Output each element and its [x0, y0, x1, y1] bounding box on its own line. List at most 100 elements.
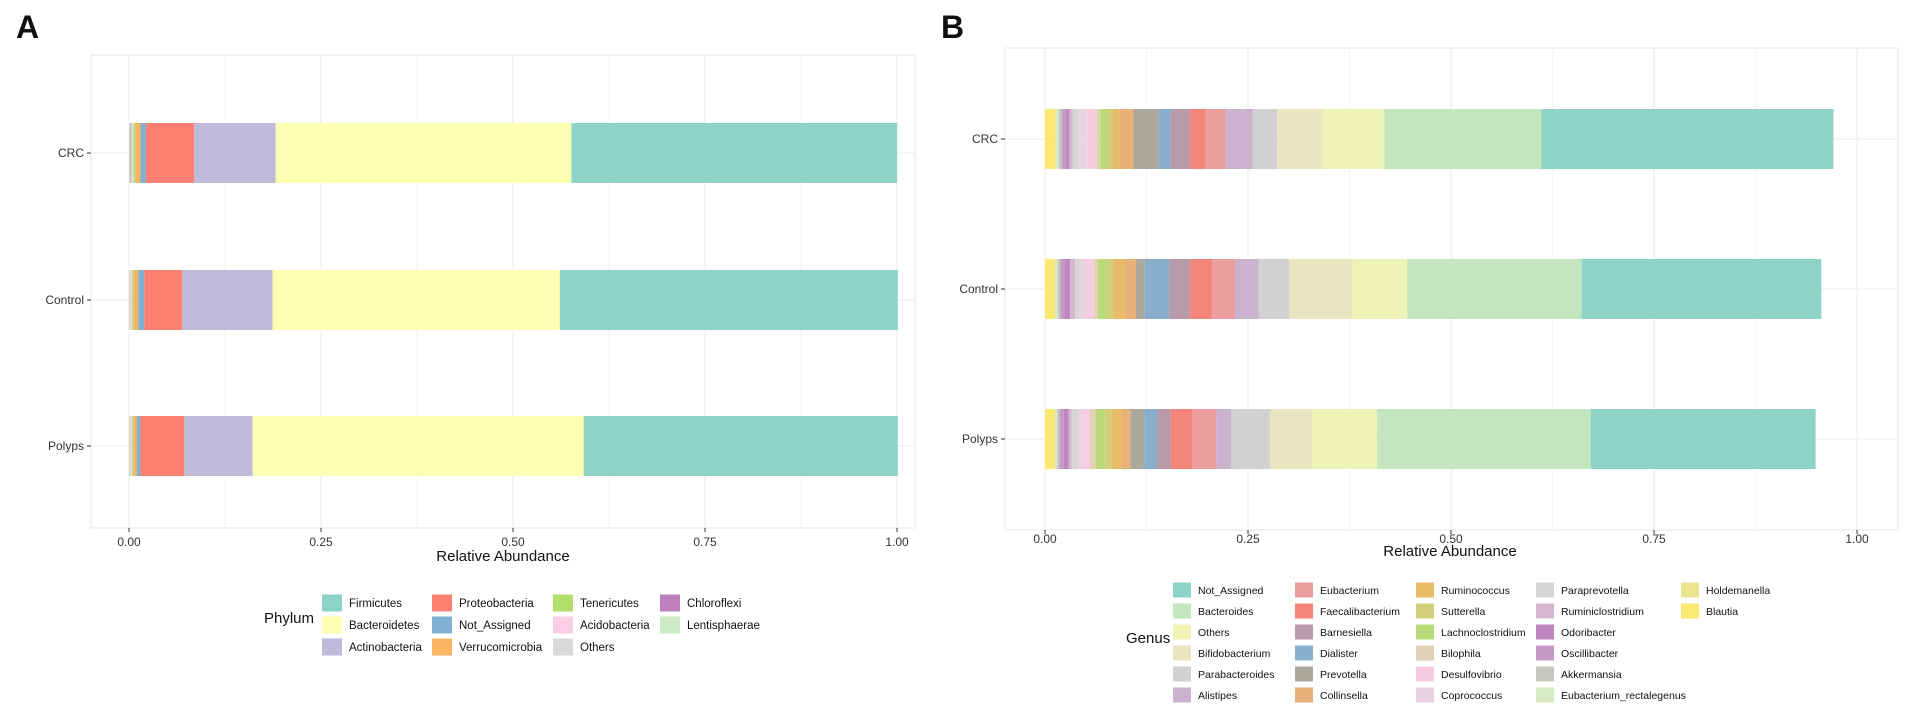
bar-segment-crc-ruminiclostridium [1069, 109, 1073, 169]
legend-swatch-tenericutes [553, 594, 573, 612]
bar-segment-crc-lentisphaerae [129, 123, 131, 183]
bar-segment-polyps-barnesiella [1157, 409, 1171, 469]
bar-segment-polyps-others [130, 416, 132, 476]
legend-swatch-lentisphaerae [660, 616, 680, 634]
bar-segment-control-bilophila [1093, 259, 1098, 319]
bar-segment-control-prevotella [1135, 259, 1145, 319]
bar-segment-crc-others [1321, 109, 1385, 169]
bar-segment-crc-bilophila [1096, 109, 1101, 169]
legend-label-sutterella: Sutterella [1441, 606, 1486, 618]
bar-segment-control-lentisphaerae [129, 270, 130, 330]
legend-label-actinobacteria: Actinobacteria [349, 642, 422, 654]
bar-segment-control-oscillibacter [1060, 259, 1065, 319]
legend-label-bacteroidetes: Bacteroidetes [349, 620, 420, 632]
bar-segment-polyps-actinobacteria [184, 416, 253, 476]
legend-label-faecalibacterium: Faecalibacterium [1320, 606, 1400, 618]
legend-swatch-holdemanella [1681, 582, 1699, 598]
panel-b-x-axis-title: Relative Abundance [1383, 543, 1516, 560]
bar-segment-crc-prevotella [1133, 109, 1159, 169]
bar-segment-crc-proteobacteria [145, 123, 195, 183]
legend-swatch-bilophila [1416, 645, 1434, 661]
legend-swatch-barnesiella [1295, 624, 1313, 640]
legend-swatch-dialister [1295, 645, 1313, 661]
panel-b-x-axis: 0.00 0.25 0.50 0.75 1.00 [1033, 530, 1869, 546]
legend-swatch-akkermansia [1536, 666, 1554, 682]
bar-segment-crc-parabacteroides [1252, 109, 1278, 169]
panel-b-legend-title: Genus [1126, 630, 1170, 647]
y-tick-label-crc: CRC [972, 132, 998, 146]
legend-label-eubacterium: Eubacterium [1320, 585, 1379, 597]
bar-segment-polyps-verrucomicrobia [133, 416, 137, 476]
bar-segment-control-faecalibacterium [1190, 259, 1213, 319]
bar-segment-control-lachnoclostridium [1097, 259, 1107, 319]
legend-swatch-eubacterium-rectalegenus [1536, 687, 1554, 703]
panel-letter-b: B [941, 9, 964, 45]
legend-label-paraprevotella: Paraprevotella [1561, 585, 1629, 597]
legend-swatch-chloroflexi [660, 594, 680, 612]
legend-swatch-ruminiclostridium [1536, 603, 1554, 619]
legend-swatch-bifidobacterium [1173, 645, 1191, 661]
bar-segment-polyps-parabacteroides [1230, 409, 1270, 469]
legend-swatch-desulfovibrio [1416, 666, 1434, 682]
bar-segment-control-eubacterium-rectalegenus [1055, 259, 1058, 319]
panel-b-bars [1045, 109, 1834, 469]
legend-label-oscillibacter: Oscillibacter [1561, 648, 1619, 660]
bar-segment-polyps-ruminococcus [1111, 409, 1122, 469]
bar-segment-control-not-assigned [138, 270, 145, 330]
legend-label-lachnoclostridium: Lachnoclostridium [1441, 627, 1526, 639]
panel-a-legend: Phylum Firmicutes Bacteroidetes Actinobact… [264, 594, 760, 656]
panel-a-y-axis: CRC Control Polyps [45, 146, 91, 453]
panel-b-plot-area: CRC Control Polyps 0.00 0.25 0.50 0.75 1.00 Re… [959, 47, 1899, 560]
bar-segment-control-blautia [1045, 259, 1054, 319]
legend-swatch-collinsella [1295, 687, 1313, 703]
legend-swatch-bacteroides [1173, 603, 1191, 619]
bar-segment-polyps-oscillibacter [1059, 409, 1064, 469]
bar-segment-crc-alistipes [1226, 109, 1253, 169]
legend-swatch-bacteroidetes [322, 616, 342, 634]
bar-segment-crc-dialister [1158, 109, 1171, 169]
x-tick-label: 0.00 [117, 535, 141, 549]
bar-segment-polyps-acidobacteria [131, 416, 133, 476]
legend-label-akkermansia: Akkermansia [1561, 669, 1622, 681]
legend-label-holdemanella: Holdemanella [1706, 585, 1770, 597]
legend-swatch-acidobacteria [553, 616, 573, 634]
legend-swatch-proteobacteria [432, 594, 452, 612]
bar-segment-crc-collinsella [1119, 109, 1134, 169]
bar-segment-polyps-lentisphaerae [129, 416, 130, 476]
bar-segment-crc-oscillibacter [1062, 109, 1066, 169]
legend-label-firmicutes: Firmicutes [349, 598, 402, 610]
bar-segment-crc-holdemanella [1054, 109, 1057, 169]
panel-a-plot-area: CRC Control Polyps 0.00 0.25 0.50 0.75 1.00 Re… [45, 54, 916, 565]
legend-label-desulfovibrio: Desulfovibrio [1441, 669, 1502, 681]
bar-segment-crc-not-assigned [1541, 109, 1834, 169]
bar-segment-crc-acidobacteria [132, 123, 134, 183]
bar-segment-crc-bacteroides [1384, 109, 1542, 169]
y-tick-label-polyps: Polyps [962, 432, 998, 446]
bar-segment-crc-eubacterium [1205, 109, 1227, 169]
bar-segment-control-others [130, 270, 132, 330]
legend-swatch-lachnoclostridium [1416, 624, 1434, 640]
legend-label-verrucomicrobia: Verrucomicrobia [459, 642, 543, 654]
bar-segment-crc-not-assigned [140, 123, 146, 183]
legend-label-eubacterium-rectalegenus: Eubacterium_rectalegenus [1561, 690, 1686, 702]
legend-label-prevotella: Prevotella [1320, 669, 1367, 681]
legend-swatch-others [553, 638, 573, 656]
panel-a-x-axis: 0.00 0.25 0.50 0.75 1.00 [117, 528, 909, 549]
x-tick-label: 1.00 [885, 535, 909, 549]
legend-swatch-odoribacter [1536, 624, 1554, 640]
legend-label-others: Others [1198, 627, 1230, 639]
bar-segment-polyps-sutterella [1104, 409, 1112, 469]
legend-label-ruminiclostridium: Ruminiclostridium [1561, 606, 1644, 618]
bar-segment-polyps-bacteroidetes [252, 416, 584, 476]
legend-label-chloroflexi: Chloroflexi [687, 598, 741, 610]
legend-swatch-coprococcus [1416, 687, 1434, 703]
legend-swatch-verrucomicrobia [432, 638, 452, 656]
legend-swatch-faecalibacterium [1295, 603, 1313, 619]
x-tick-label: 0.50 [1439, 532, 1463, 546]
bar-segment-control-akkermansia [1057, 259, 1061, 319]
bar-segment-crc-blautia [1045, 109, 1055, 169]
legend-swatch-firmicutes [322, 594, 342, 612]
bar-segment-polyps-not-assigned [1590, 409, 1816, 469]
legend-label-proteobacteria: Proteobacteria [459, 598, 534, 610]
legend-label-not-assigned: Not_Assigned [1198, 585, 1264, 597]
